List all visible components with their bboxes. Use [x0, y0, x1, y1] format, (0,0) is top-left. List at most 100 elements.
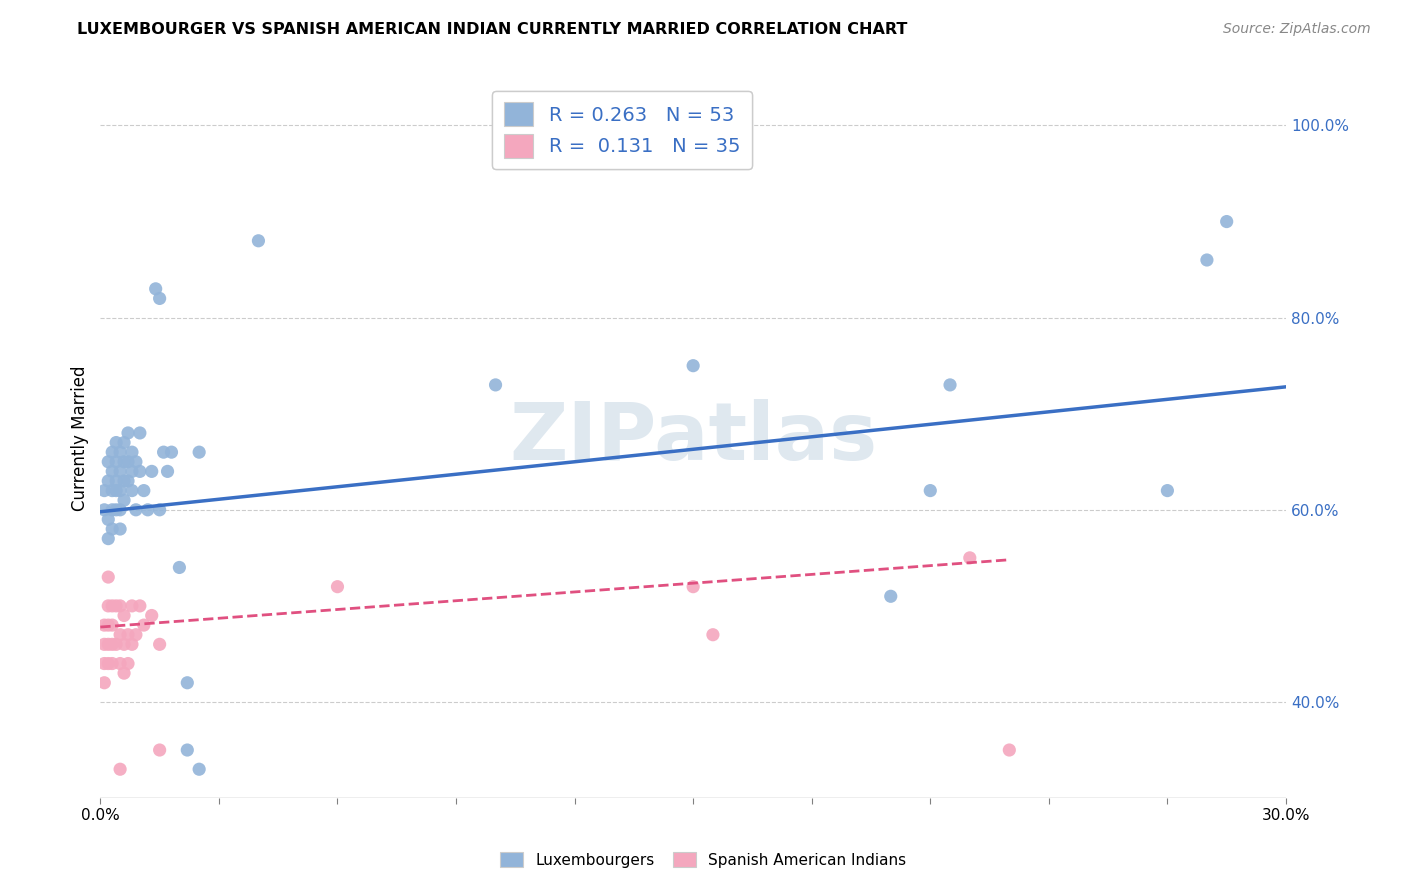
Point: [125, 503, 148, 517]
Point: [101, 522, 124, 536]
Point: [97, 618, 120, 632]
Point: [169, 560, 191, 574]
Point: [149, 743, 172, 757]
Point: [326, 580, 349, 594]
Point: [132, 483, 155, 498]
Legend: Luxembourgers, Spanish American Indians: Luxembourgers, Spanish American Indians: [494, 846, 912, 873]
Point: [149, 503, 172, 517]
Text: ZIPatlas: ZIPatlas: [509, 399, 877, 476]
Point: [998, 743, 1021, 757]
Point: [97, 455, 120, 469]
Point: [121, 445, 143, 459]
Point: [97, 532, 120, 546]
Point: [152, 445, 174, 459]
Point: [128, 425, 150, 440]
Point: [176, 743, 198, 757]
Point: [97, 657, 120, 671]
Point: [149, 292, 172, 306]
Point: [97, 599, 120, 613]
Point: [149, 637, 172, 651]
Point: [132, 618, 155, 632]
Point: [141, 464, 163, 478]
Point: [101, 464, 124, 478]
Point: [121, 599, 143, 613]
Point: [97, 570, 120, 584]
Point: [108, 522, 131, 536]
Point: [939, 378, 962, 392]
Point: [105, 435, 128, 450]
Point: [112, 637, 135, 651]
Point: [105, 599, 128, 613]
Point: [108, 599, 131, 613]
Point: [105, 474, 128, 488]
Point: [128, 464, 150, 478]
Point: [108, 445, 131, 459]
Point: [97, 637, 120, 651]
Point: [112, 455, 135, 469]
Point: [108, 464, 131, 478]
Point: [117, 425, 139, 440]
Point: [112, 608, 135, 623]
Point: [121, 464, 143, 478]
Point: [117, 628, 139, 642]
Point: [105, 637, 128, 651]
Point: [112, 435, 135, 450]
Point: [101, 599, 124, 613]
Point: [160, 445, 183, 459]
Point: [108, 762, 131, 776]
Point: [176, 675, 198, 690]
Point: [682, 359, 704, 373]
Point: [484, 378, 506, 392]
Point: [156, 464, 179, 478]
Legend: R = 0.263   N = 53, R =  0.131   N = 35: R = 0.263 N = 53, R = 0.131 N = 35: [492, 91, 752, 169]
Point: [101, 503, 124, 517]
Point: [112, 474, 135, 488]
Point: [105, 503, 128, 517]
Point: [105, 455, 128, 469]
Point: [101, 618, 124, 632]
Point: [121, 637, 143, 651]
Point: [93, 675, 115, 690]
Point: [97, 512, 120, 526]
Point: [125, 455, 148, 469]
Point: [93, 657, 115, 671]
Text: Source: ZipAtlas.com: Source: ZipAtlas.com: [1223, 22, 1371, 37]
Y-axis label: Currently Married: Currently Married: [72, 365, 89, 510]
Point: [880, 589, 903, 603]
Point: [117, 657, 139, 671]
Point: [93, 618, 115, 632]
Point: [141, 608, 163, 623]
Point: [682, 580, 704, 594]
Point: [101, 657, 124, 671]
Point: [101, 445, 124, 459]
Point: [1215, 214, 1237, 228]
Point: [188, 445, 211, 459]
Point: [93, 503, 115, 517]
Point: [108, 503, 131, 517]
Point: [117, 455, 139, 469]
Point: [112, 493, 135, 508]
Point: [93, 483, 115, 498]
Point: [121, 483, 143, 498]
Point: [97, 474, 120, 488]
Point: [959, 550, 981, 565]
Point: [1156, 483, 1178, 498]
Point: [105, 483, 128, 498]
Point: [128, 599, 150, 613]
Point: [247, 234, 270, 248]
Point: [188, 762, 211, 776]
Point: [108, 628, 131, 642]
Point: [702, 628, 724, 642]
Point: [1195, 252, 1218, 267]
Point: [920, 483, 942, 498]
Text: LUXEMBOURGER VS SPANISH AMERICAN INDIAN CURRENTLY MARRIED CORRELATION CHART: LUXEMBOURGER VS SPANISH AMERICAN INDIAN …: [77, 22, 908, 37]
Point: [145, 282, 167, 296]
Point: [93, 637, 115, 651]
Point: [117, 474, 139, 488]
Point: [101, 483, 124, 498]
Point: [101, 637, 124, 651]
Point: [125, 628, 148, 642]
Point: [108, 483, 131, 498]
Point: [136, 503, 159, 517]
Point: [108, 657, 131, 671]
